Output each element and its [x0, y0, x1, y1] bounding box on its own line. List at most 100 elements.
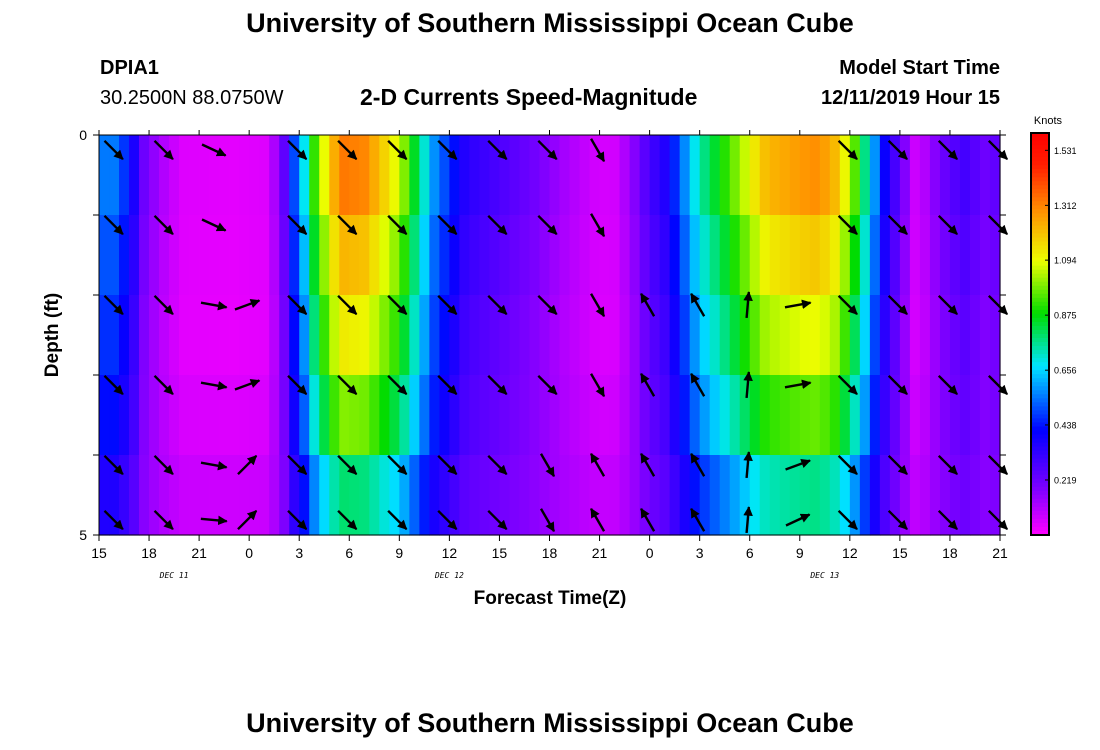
colorbar-band: [1031, 213, 1049, 219]
heatmap-cell: [489, 455, 501, 536]
current-vector: [690, 372, 706, 397]
heatmap-cell: [909, 455, 921, 536]
heatmap-cell: [989, 215, 1001, 296]
heatmap-cell: [439, 455, 450, 536]
heatmap-cell: [619, 295, 631, 376]
heatmap-cell: [689, 215, 701, 296]
colorbar-band: [1031, 470, 1049, 476]
x-tick-label: 3: [295, 545, 303, 561]
colorbar-band: [1031, 157, 1049, 162]
current-vector: [287, 294, 308, 316]
current-vector: [153, 139, 174, 161]
heatmap-cell: [729, 215, 741, 296]
current-vector: [937, 374, 958, 396]
heatmap-cell: [889, 215, 901, 296]
heatmap-cell: [599, 375, 611, 456]
heatmap-cell: [489, 295, 501, 376]
heatmap-cell: [309, 455, 320, 536]
colorbar-band: [1031, 217, 1049, 223]
current-vector: [987, 214, 1009, 236]
heatmap-cell: [329, 295, 340, 376]
current-vector: [234, 298, 261, 311]
heatmap-cell: [839, 295, 851, 376]
heatmap-cell: [519, 375, 531, 456]
heatmap-cell: [149, 375, 160, 456]
heatmap-cell: [579, 135, 591, 216]
heatmap-cell: [679, 215, 691, 296]
heatmap-cell: [619, 455, 631, 536]
heatmap-cell: [759, 215, 771, 296]
colorbar-band: [1031, 498, 1049, 504]
colorbar-band: [1031, 422, 1049, 428]
heatmap-cell: [529, 135, 541, 216]
y-axis-label: Depth (ft): [42, 293, 63, 377]
heatmap-cell: [469, 135, 481, 216]
heatmap-cell: [709, 375, 721, 456]
current-vector: [539, 453, 556, 478]
heatmap-cell: [929, 295, 941, 376]
current-vector: [539, 508, 556, 533]
heatmap-cell: [389, 295, 400, 376]
heatmap-cell: [909, 135, 921, 216]
heatmap-cell: [449, 215, 460, 296]
x-tick-label: 15: [492, 545, 508, 561]
heatmap-cell: [929, 215, 941, 296]
heatmap-cell: [409, 215, 420, 296]
heatmap-cell: [749, 215, 761, 296]
colorbar-tick-label: 1.094: [1054, 256, 1077, 266]
current-vector: [987, 454, 1009, 476]
colorbar-band: [1031, 506, 1049, 512]
heatmap-cell: [889, 455, 901, 536]
heatmap-cell: [449, 375, 460, 456]
heatmap-cell: [449, 295, 460, 376]
heatmap-cell: [279, 295, 290, 376]
heatmap-cell: [989, 135, 1001, 216]
heatmap-cell: [299, 135, 310, 216]
heatmap-cell: [719, 295, 731, 376]
heatmap-cell: [379, 215, 390, 296]
heatmap-cell: [799, 135, 811, 216]
heatmap-cell: [969, 295, 981, 376]
heatmap-cell: [679, 375, 691, 456]
colorbar-band: [1031, 169, 1049, 174]
heatmap-cell: [189, 215, 200, 296]
heatmap-cell: [339, 295, 350, 376]
heatmap-cell: [849, 455, 861, 536]
colorbar-band: [1031, 173, 1049, 178]
heatmap-cell: [439, 135, 450, 216]
heatmap-cell: [489, 375, 501, 456]
heatmap-cell: [159, 215, 170, 296]
heatmap-cell: [269, 135, 280, 216]
heatmap-cell: [539, 455, 551, 536]
heatmap-cell: [849, 135, 861, 216]
heatmap-cell: [229, 455, 240, 536]
heatmap-cell: [739, 135, 751, 216]
heatmap-cell: [269, 295, 280, 376]
heatmap-cell: [399, 215, 410, 296]
colorbar-band: [1031, 209, 1049, 214]
heatmap-cell: [829, 135, 841, 216]
colorbar-band: [1031, 446, 1049, 452]
heatmap-cell: [319, 295, 330, 376]
current-vector: [287, 454, 308, 476]
heatmap-cell: [99, 135, 110, 216]
current-vector: [153, 374, 174, 396]
heatmap-cell: [589, 295, 601, 376]
current-vector: [287, 374, 308, 396]
heatmap-cell: [899, 215, 911, 296]
heatmap-cell: [449, 135, 460, 216]
heatmap-cell: [909, 375, 921, 456]
heatmap-cell: [569, 215, 581, 296]
current-vector: [784, 299, 812, 309]
x-axis-label: Forecast Time(Z): [474, 588, 627, 609]
current-vector: [537, 214, 558, 236]
colorbar-band: [1031, 201, 1049, 206]
date-label: DEC 12: [434, 571, 464, 580]
heatmap-cell: [469, 375, 481, 456]
heatmap-cell: [219, 455, 230, 536]
heatmap-cell: [909, 295, 921, 376]
current-vector: [337, 139, 358, 161]
heatmap-cell: [769, 135, 781, 216]
colorbar-band: [1031, 225, 1049, 231]
colorbar-band: [1031, 346, 1049, 351]
